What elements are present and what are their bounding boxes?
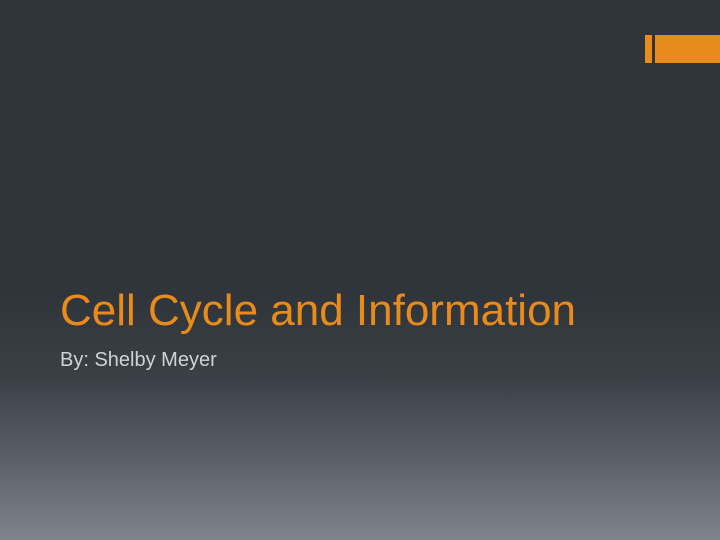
slide-container: Cell Cycle and Information By: Shelby Me… bbox=[0, 0, 720, 540]
accent-bar-thin bbox=[645, 35, 652, 63]
accent-bar-wide bbox=[655, 35, 720, 63]
accent-decoration bbox=[645, 35, 720, 63]
content-area: Cell Cycle and Information By: Shelby Me… bbox=[60, 285, 576, 372]
slide-title: Cell Cycle and Information bbox=[60, 285, 576, 337]
slide-subtitle: By: Shelby Meyer bbox=[60, 349, 576, 372]
